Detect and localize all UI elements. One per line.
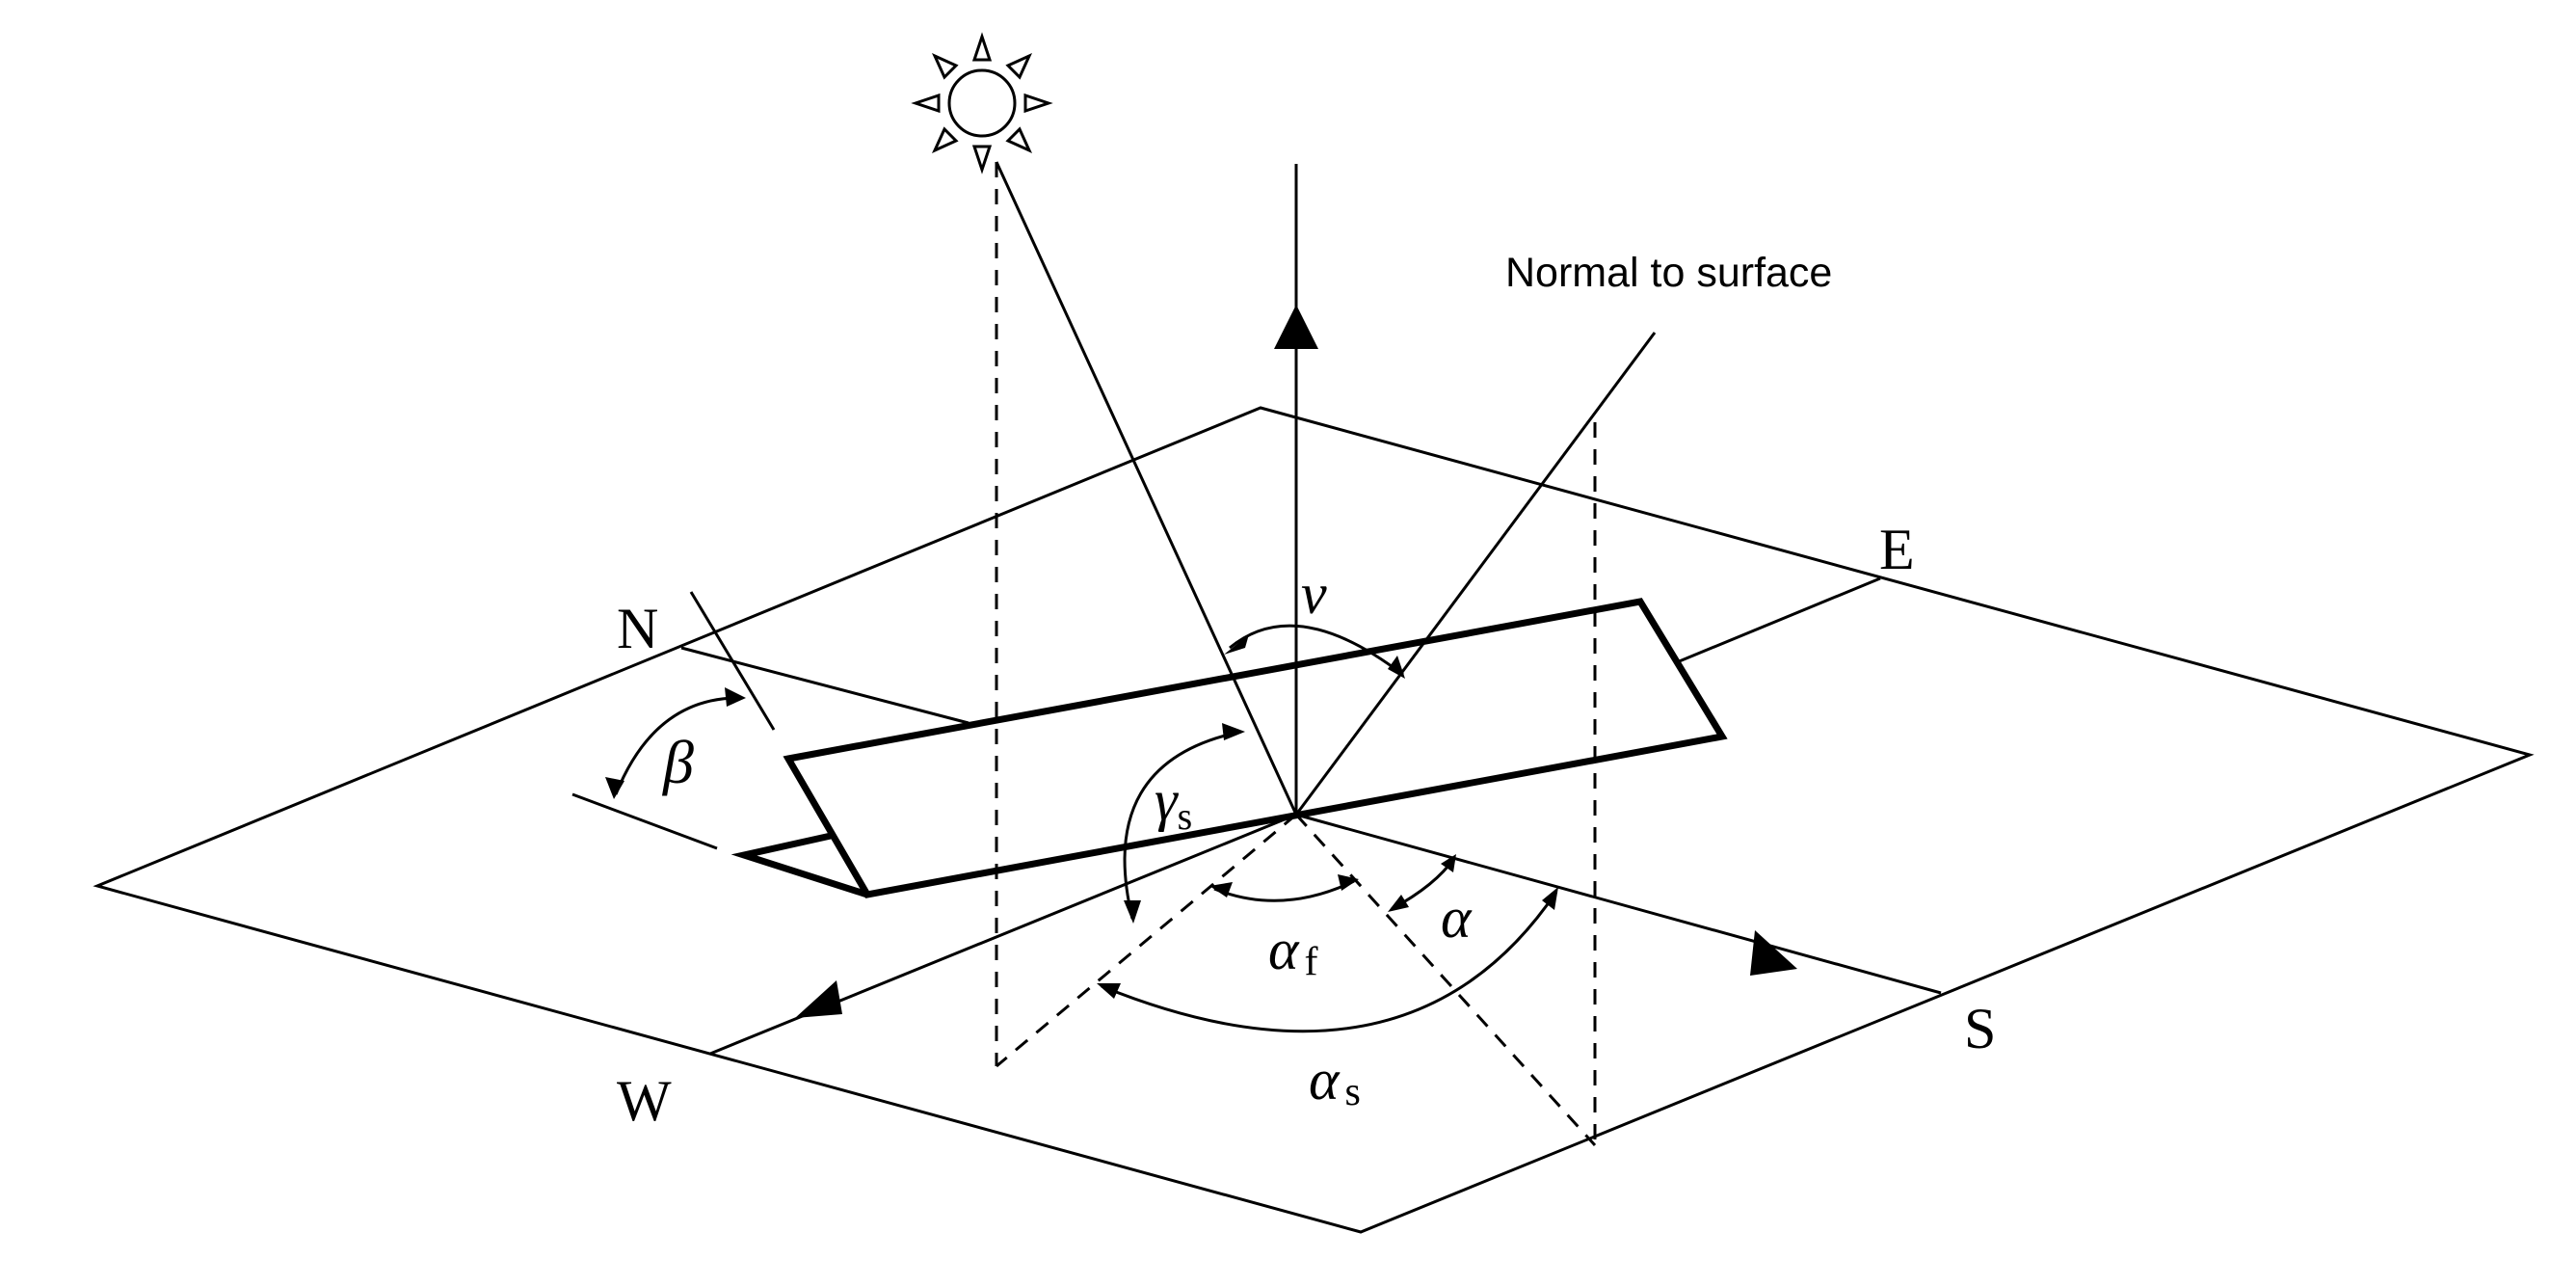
label-nu: ν <box>1301 562 1327 626</box>
beta-angle-arc <box>614 696 743 795</box>
surface-normal-line <box>1294 332 1657 816</box>
label-alpha-f-subscript: f <box>1305 940 1318 984</box>
tilt-reference-lower <box>571 792 718 850</box>
label-beta: β <box>661 728 694 796</box>
zenith-arrowhead <box>1274 305 1318 349</box>
sun-ray <box>995 161 1298 816</box>
nu-arrowhead-right <box>1388 656 1405 679</box>
west-axis <box>709 813 1297 1056</box>
gamma-s-arrowhead-bottom <box>1124 900 1141 924</box>
alpha-arrowhead-right <box>1441 854 1456 872</box>
alpha-f-arrowhead-right <box>1338 874 1359 891</box>
label-alpha-f-symbol: α <box>1268 918 1300 981</box>
alpha-arrowhead-left <box>1388 895 1409 912</box>
alpha-f-arrowhead-left <box>1209 882 1233 898</box>
beta-arrowhead-bottom <box>605 777 624 799</box>
label-alpha-s-subscript: s <box>1345 1070 1361 1114</box>
normal-ground-projection <box>1294 813 1597 1147</box>
label-gamma-subscript: s <box>1178 794 1193 838</box>
sun-ground-projection <box>996 813 1297 1068</box>
beta-arrowhead-top <box>725 687 746 707</box>
gamma-s-arrowhead-top <box>1222 723 1245 740</box>
south-arrowhead <box>1750 930 1797 976</box>
surface-tilt-support <box>730 832 869 898</box>
alpha-s-angle-arc <box>1101 891 1558 1033</box>
label-alpha: α <box>1441 886 1473 950</box>
label-gamma-s: γs <box>1155 768 1192 838</box>
north-axis <box>680 646 969 725</box>
label-south: S <box>1964 997 1996 1060</box>
nu-arrowhead-left <box>1224 634 1249 655</box>
alpha-s-arrowhead-right <box>1542 887 1558 910</box>
label-north: N <box>617 597 658 660</box>
alpha-f-angle-arc <box>1213 879 1355 902</box>
east-axis <box>1676 576 1881 664</box>
alpha-s-arrowhead-left <box>1097 983 1121 999</box>
south-axis <box>1295 813 1942 995</box>
tilted-surface <box>783 598 1728 898</box>
horizontal-plane <box>93 406 2535 1234</box>
label-normal-to-surface: Normal to surface <box>1505 250 1832 296</box>
west-arrowhead <box>795 980 842 1018</box>
label-alpha-s-symbol: α <box>1309 1048 1341 1112</box>
sun-icon <box>911 32 1053 174</box>
label-east: E <box>1879 518 1915 581</box>
label-west: W <box>617 1069 672 1133</box>
gamma-s-angle-arc <box>1123 730 1242 920</box>
label-gamma-symbol: γ <box>1155 768 1179 832</box>
tilt-reference-upper <box>689 591 776 731</box>
